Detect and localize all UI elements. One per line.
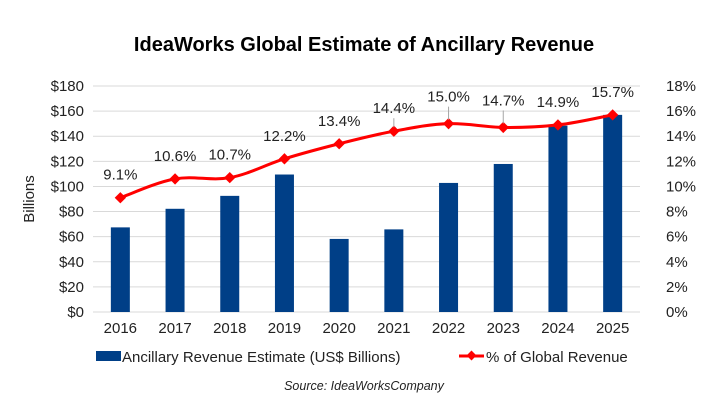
legend-label-line: % of Global Revenue — [486, 349, 628, 366]
y-axis-left: $0 $20 $40 $60 $80 $100 $120 $140 $160 $180 — [51, 78, 84, 321]
bar[interactable] — [493, 163, 513, 312]
line-marker[interactable] — [442, 118, 455, 130]
y2-tick-label: 0% — [666, 304, 688, 321]
data-label: 13.4% — [318, 113, 361, 130]
bar[interactable] — [110, 227, 130, 312]
line-marker[interactable] — [278, 153, 291, 165]
x-tick-label: 2017 — [158, 320, 191, 337]
y2-tick-label: 16% — [666, 103, 696, 120]
x-axis: 2016 2017 2018 2019 2020 2021 2022 2023 2024 2025 — [104, 320, 630, 337]
legend-item-bars[interactable]: Ancillary Revenue Estimate (US$ Billions… — [96, 349, 400, 366]
line-path — [119, 113, 613, 200]
line-marker[interactable] — [333, 138, 345, 150]
line-marker[interactable] — [388, 125, 400, 137]
chart-title: IdeaWorks Global Estimate of Ancillary R… — [134, 34, 594, 56]
legend-label-bars: Ancillary Revenue Estimate (US$ Billions… — [122, 349, 400, 366]
data-label: 10.6% — [154, 148, 197, 165]
x-tick-label: 2021 — [377, 320, 410, 337]
bar[interactable] — [220, 195, 240, 312]
bar[interactable] — [329, 238, 349, 312]
y-tick-label: $140 — [51, 128, 84, 145]
bar[interactable] — [603, 114, 623, 312]
y-tick-label: $120 — [51, 153, 84, 170]
data-label: 12.2% — [263, 128, 306, 145]
x-tick-label: 2018 — [213, 320, 246, 337]
legend: Ancillary Revenue Estimate (US$ Billions… — [96, 349, 628, 366]
y-tick-label: $180 — [51, 78, 84, 95]
x-tick-label: 2020 — [322, 320, 355, 337]
y-axis-right: 0% 2% 4% 6% 8% 10% 12% 14% 16% 18% — [666, 78, 696, 321]
data-label: 9.1% — [103, 167, 137, 184]
data-label: 14.9% — [537, 94, 580, 111]
x-tick-label: 2016 — [104, 320, 137, 337]
x-tick-label: 2023 — [487, 320, 520, 337]
data-label: 15.0% — [427, 89, 470, 106]
legend-item-line[interactable]: % of Global Revenue — [459, 349, 628, 366]
y-tick-label: $100 — [51, 178, 84, 195]
legend-swatch-bars — [96, 351, 121, 361]
x-tick-label: 2024 — [541, 320, 574, 337]
data-label: 10.7% — [208, 147, 251, 164]
y-axis-title: Billions — [21, 175, 38, 223]
y-tick-label: $80 — [59, 204, 84, 221]
y-tick-label: $40 — [59, 254, 84, 271]
data-labels: 9.1% 10.6% 10.7% 12.2% 13.4% 14.4% 15.0% 14.7% 1… — [103, 84, 634, 184]
y2-tick-label: 2% — [666, 279, 688, 296]
bar[interactable] — [165, 208, 185, 312]
bar[interactable] — [274, 174, 294, 312]
y2-tick-label: 4% — [666, 254, 688, 271]
legend-marker-icon — [466, 350, 477, 361]
y2-tick-label: 18% — [666, 78, 696, 95]
x-tick-label: 2022 — [432, 320, 465, 337]
line-marker[interactable] — [224, 171, 236, 184]
data-label: 14.7% — [482, 92, 525, 109]
y-tick-label: $160 — [51, 103, 84, 120]
bar[interactable] — [548, 125, 568, 312]
y2-tick-label: 12% — [666, 153, 696, 170]
bar[interactable] — [439, 182, 459, 312]
x-tick-label: 2019 — [268, 320, 301, 337]
y-tick-label: $20 — [59, 279, 84, 296]
source-note: Source: IdeaWorksCompany — [284, 379, 445, 393]
line-marker[interactable] — [114, 192, 127, 204]
line-marker[interactable] — [497, 121, 509, 134]
y-tick-label: $0 — [67, 304, 84, 321]
y-tick-label: $60 — [59, 229, 84, 246]
data-label: 15.7% — [591, 84, 634, 101]
y2-tick-label: 10% — [666, 178, 696, 195]
data-label: 14.4% — [373, 100, 416, 117]
y2-tick-label: 6% — [666, 229, 688, 246]
y2-tick-label: 8% — [666, 204, 688, 221]
bar[interactable] — [384, 229, 404, 312]
line-marker[interactable] — [169, 173, 181, 185]
x-tick-label: 2025 — [596, 320, 629, 337]
bar-series — [110, 114, 623, 312]
y2-tick-label: 14% — [666, 128, 696, 145]
